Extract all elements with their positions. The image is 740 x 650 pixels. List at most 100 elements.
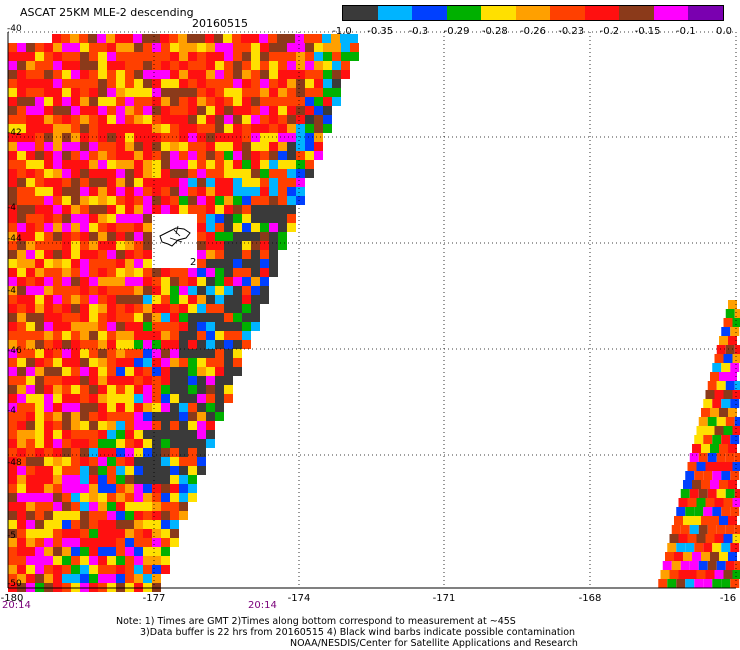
swath-cell <box>206 79 215 88</box>
swath-cell <box>8 322 17 331</box>
swath-cell <box>98 232 107 241</box>
swath-cell <box>143 367 152 376</box>
swath-cell <box>678 534 688 543</box>
swath-cell <box>269 124 278 133</box>
swath-cell <box>296 61 305 70</box>
swath-cell <box>143 331 152 340</box>
swath-cell <box>89 412 98 421</box>
swath-cell <box>53 376 62 385</box>
swath-cell <box>152 160 161 169</box>
swath-cell <box>35 232 44 241</box>
swath-cell <box>89 475 98 484</box>
swath-cell <box>8 502 17 511</box>
swath-cell <box>71 79 80 88</box>
swath-cell <box>224 295 233 304</box>
swath-cell <box>179 448 188 457</box>
swath-cell <box>80 358 89 367</box>
swath-cell <box>35 538 44 547</box>
swath-cell <box>170 403 179 412</box>
swath-cell <box>80 574 89 583</box>
swath-cell <box>278 115 287 124</box>
swath-cell <box>170 313 179 322</box>
swath-cell <box>116 286 125 295</box>
swath-cell <box>89 529 98 538</box>
swath-cell <box>8 430 17 439</box>
swath-cell <box>179 52 188 61</box>
swath-cell <box>179 430 188 439</box>
swath-cell <box>107 385 116 394</box>
swath-cell <box>134 376 143 385</box>
swath-cell <box>161 97 170 106</box>
swath-cell <box>143 187 152 196</box>
swath-cell <box>17 313 26 322</box>
swath-cell <box>683 552 692 561</box>
swath-cell <box>260 79 269 88</box>
swath-cell <box>116 538 125 547</box>
swath-cell <box>134 214 143 223</box>
swath-cell <box>215 304 224 313</box>
swath-cell <box>723 462 733 471</box>
swath-cell <box>224 268 233 277</box>
swath-cell <box>278 169 287 178</box>
swath-cell <box>152 448 161 457</box>
swath-cell <box>170 484 179 493</box>
swath-cell <box>62 43 71 52</box>
swath-cell <box>260 178 269 187</box>
swath-cell <box>71 241 80 250</box>
swath-cell <box>80 304 89 313</box>
swath-cell <box>133 34 142 43</box>
swath-cell <box>197 340 206 349</box>
swath-cell <box>314 151 323 160</box>
swath-cell <box>26 358 35 367</box>
swath-cell <box>89 115 98 124</box>
swath-cell <box>44 43 53 52</box>
swath-cell <box>725 309 735 318</box>
swath-cell <box>251 79 260 88</box>
swath-cell <box>188 97 197 106</box>
swath-cell <box>71 412 80 421</box>
swath-cell <box>161 133 170 142</box>
swath-cell <box>206 187 215 196</box>
swath-cell <box>251 313 260 322</box>
swath-cell <box>295 34 304 43</box>
swath-cell <box>35 88 44 97</box>
swath-cell <box>251 124 260 133</box>
swath-cell <box>723 318 733 327</box>
swath-cell <box>98 349 107 358</box>
swath-cell <box>719 480 728 489</box>
swath-cell <box>233 61 242 70</box>
swath-cell <box>80 205 89 214</box>
colorbar-swatch <box>619 6 654 20</box>
swath-cell <box>62 88 71 97</box>
swath-cell <box>116 385 125 394</box>
swath-cell <box>161 160 170 169</box>
swath-cell <box>98 511 107 520</box>
swath-cell <box>26 439 35 448</box>
swath-cell <box>116 448 125 457</box>
swath-cell <box>107 547 116 556</box>
swath-cell <box>224 277 233 286</box>
swath-cell <box>224 160 233 169</box>
swath-cell <box>725 381 735 390</box>
swath-cell <box>152 295 161 304</box>
swath-cell <box>197 97 206 106</box>
swath-cell <box>323 124 332 133</box>
swath-cell <box>215 232 224 241</box>
swath-cell <box>107 88 116 97</box>
swath-cell <box>260 70 269 79</box>
swath-cell <box>44 52 53 61</box>
swath-cell <box>80 529 89 538</box>
swath-cell <box>206 133 215 142</box>
swath-cell <box>17 304 26 313</box>
swath-cell <box>160 34 169 43</box>
swath-cell <box>62 529 71 538</box>
swath-cell <box>233 151 242 160</box>
swath-cell <box>143 268 152 277</box>
swath-cell <box>152 367 161 376</box>
swath-cell <box>89 106 98 115</box>
swath-cell <box>260 196 269 205</box>
swath-cell <box>89 277 98 286</box>
swath-cell <box>676 543 686 552</box>
swath-cell <box>80 232 89 241</box>
swath-cell <box>116 421 125 430</box>
